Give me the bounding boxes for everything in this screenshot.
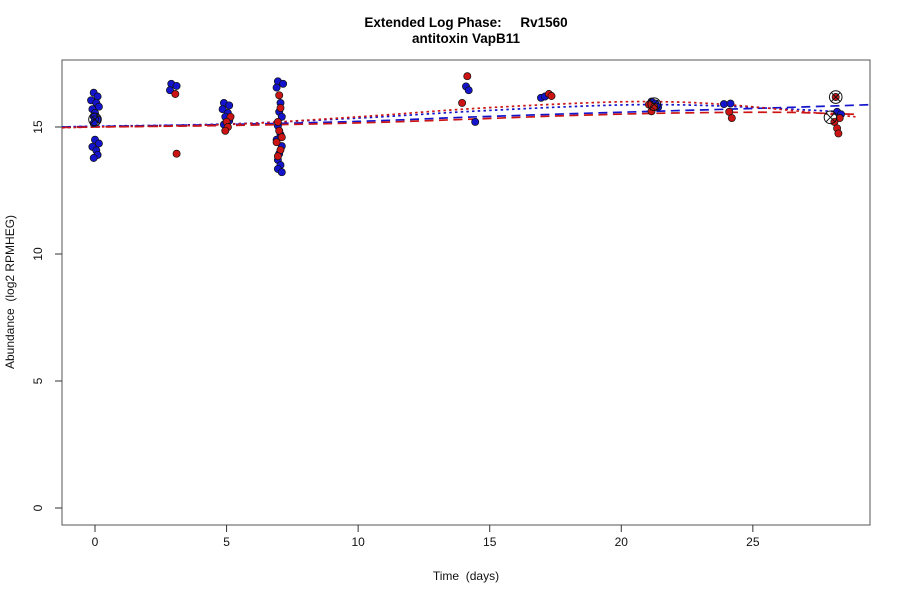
data-point-blue [464,86,473,95]
data-point-blue [94,102,103,111]
data-point-red [458,98,467,107]
circled-outlier-icon [88,112,102,127]
y-tick-label: 0 [31,504,45,511]
chart-title-line2: antitoxin VapB11 [412,31,521,46]
data-point-blue [471,117,480,126]
x-tick-label: 20 [615,535,629,549]
data-point-blue [89,154,98,162]
trend-line-dashed-blue [62,103,872,128]
x-tick-label: 10 [351,535,365,549]
data-point-red [273,152,282,161]
y-tick-label: 10 [31,247,45,261]
data-point-red [172,149,181,158]
outlier-markers [88,90,843,127]
trend-line-dotted-red [62,100,856,129]
data-point-red [834,129,843,138]
x-tick-label: 15 [483,535,497,549]
trend-line-dashed-red [62,111,856,129]
data-point-blue [166,86,174,95]
data-point-red [835,114,844,123]
data-point-red [727,114,736,123]
data-point-red [273,117,282,126]
trend-lines [62,100,872,129]
y-axis: 0 5 10 15 [31,120,62,511]
x-tick-label: 25 [746,535,760,549]
x-axis: 0 5 10 15 20 25 [92,525,760,549]
data-point-blue [94,139,103,148]
data-point-blue [172,81,181,90]
data-point-blue [93,92,102,101]
x-tick-label: 5 [223,535,230,549]
data-point-red [276,104,285,112]
scatter-points [87,72,845,177]
y-tick-label: 5 [31,377,45,384]
data-point-red [463,72,472,81]
data-point-blue [225,101,234,110]
y-tick-label: 15 [31,120,45,134]
circled-outlier-icon [647,97,661,111]
data-point-red [171,90,180,98]
data-point-blue [279,79,288,88]
data-point-blue [726,99,735,108]
data-point-red [647,107,656,116]
trend-line-dotted-blue [62,103,843,128]
plot-box [61,59,871,526]
data-point-red [221,126,230,135]
circled-outlier-icon [823,110,838,125]
data-point-red [547,92,556,100]
circled-outlier-icon [828,90,843,104]
data-point-blue [719,100,728,109]
data-point-red [277,133,286,142]
x-axis-label: Time (days) [433,569,499,583]
data-point-red [272,138,281,147]
data-point-red [275,91,284,100]
chart-title-line1: Extended Log Phase: Rv1560 [364,15,567,30]
data-point-blue [277,168,286,177]
y-axis-label: Abundance (log2 RPMHEG) [3,215,17,369]
data-point-blue [272,83,281,92]
x-tick-label: 0 [92,535,99,549]
data-point-blue [218,105,227,114]
